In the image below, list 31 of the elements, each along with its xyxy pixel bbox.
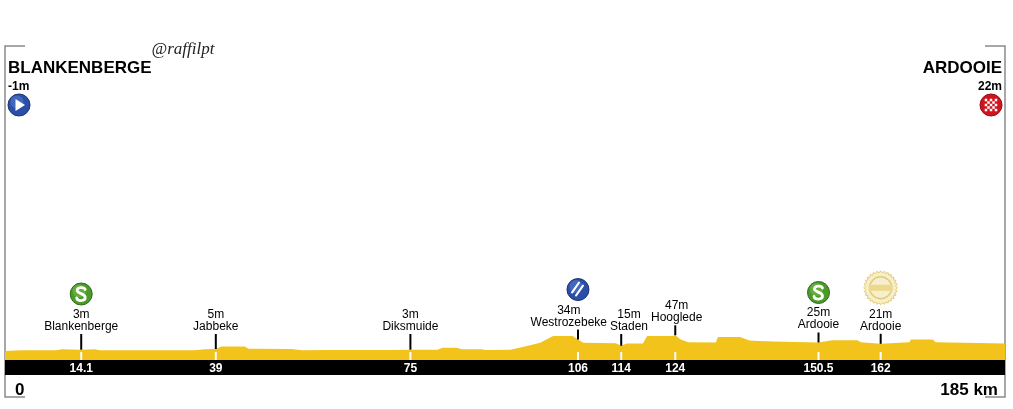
x-tick-label: 124 — [665, 361, 686, 375]
x-tick-label: 106 — [567, 361, 589, 375]
data-label: 5m — [207, 307, 225, 321]
annotation: Hooglede — [650, 310, 703, 325]
data-label: 25m — [806, 305, 831, 320]
text: 0 — [15, 380, 25, 399]
annotation: Blankenberge — [44, 319, 119, 333]
annotation: Staden — [609, 319, 648, 333]
data-label: 47m — [664, 298, 689, 313]
x-tick-label: 162 — [870, 361, 892, 375]
data-label: 3m — [72, 307, 90, 321]
data-label: 3m — [402, 307, 419, 321]
text: 185 km — [940, 380, 998, 399]
annotation: Jabbeke — [193, 319, 239, 333]
annotation: Diksmuide — [382, 319, 439, 333]
text: -1m — [8, 79, 30, 93]
x-tick-label: 150.5 — [803, 361, 834, 375]
text: @raffilpt — [151, 39, 216, 58]
data-label: 21m — [869, 306, 893, 321]
data-label: 34m — [557, 302, 581, 317]
text: BLANKENBERGE — [8, 58, 152, 77]
x-tick-label: 75 — [403, 361, 418, 375]
data-label: 15m — [617, 307, 641, 321]
text: 22m — [977, 79, 1002, 93]
annotation: Ardooie — [797, 317, 840, 332]
text: ARDOOIE — [922, 58, 1002, 77]
x-tick-label: 114 — [611, 361, 632, 375]
annotation: Westrozebeke — [530, 314, 608, 329]
annotation: Ardooie — [859, 318, 902, 333]
x-tick-label: 39 — [209, 361, 223, 375]
x-tick-label: 14.1 — [69, 361, 94, 375]
